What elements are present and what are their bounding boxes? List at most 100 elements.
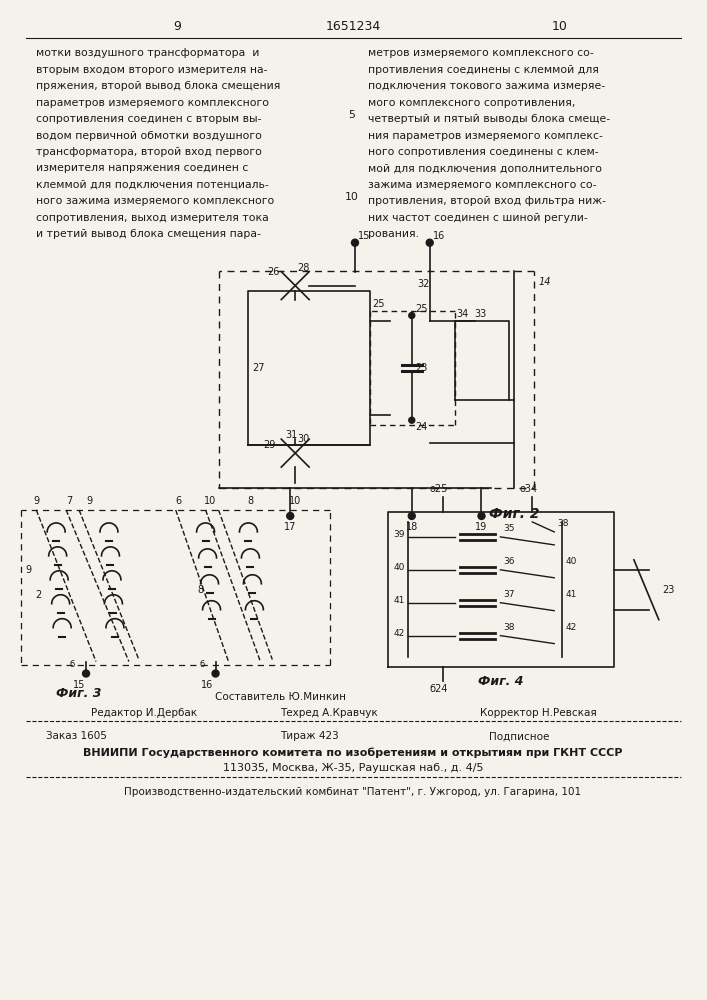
Text: 7: 7 bbox=[66, 496, 72, 506]
Text: мого комплексного сопротивления,: мого комплексного сопротивления, bbox=[368, 98, 575, 108]
Text: 5: 5 bbox=[349, 110, 356, 120]
Text: ного сопротивления соединены с клем-: ного сопротивления соединены с клем- bbox=[368, 147, 599, 157]
Text: 15: 15 bbox=[358, 231, 370, 241]
Text: ВНИИПИ Государственного комитета по изобретениям и открытиям при ГКНТ СССР: ВНИИПИ Государственного комитета по изоб… bbox=[83, 747, 623, 758]
Circle shape bbox=[409, 417, 415, 423]
Text: мотки воздушного трансформатора  и: мотки воздушного трансформатора и bbox=[36, 48, 259, 58]
Text: 2: 2 bbox=[35, 590, 41, 600]
Text: о25: о25 bbox=[429, 484, 448, 494]
Text: Тираж 423: Тираж 423 bbox=[280, 731, 339, 741]
Text: б: б bbox=[200, 660, 205, 669]
Text: водом первичной обмотки воздушного: водом первичной обмотки воздушного bbox=[36, 131, 262, 141]
Text: б24: б24 bbox=[429, 684, 448, 694]
Text: мой для подключения дополнительного: мой для подключения дополнительного bbox=[368, 163, 602, 173]
Text: метров измеряемого комплексного со-: метров измеряемого комплексного со- bbox=[368, 48, 594, 58]
Text: 10: 10 bbox=[289, 496, 301, 506]
Text: 10: 10 bbox=[345, 192, 359, 202]
Text: 1651234: 1651234 bbox=[325, 20, 380, 33]
Text: измерителя напряжения соединен с: измерителя напряжения соединен с bbox=[36, 163, 249, 173]
Text: ного зажима измеряемого комплексного: ного зажима измеряемого комплексного bbox=[36, 196, 274, 206]
Text: Составитель Ю.Минкин: Составитель Ю.Минкин bbox=[215, 692, 346, 702]
Text: 42: 42 bbox=[565, 623, 576, 632]
Text: Техред А.Кравчук: Техред А.Кравчук bbox=[280, 708, 378, 718]
Text: 37: 37 bbox=[503, 590, 515, 599]
Text: сопротивления соединен с вторым вы-: сопротивления соединен с вторым вы- bbox=[36, 114, 262, 124]
Text: рования.: рования. bbox=[368, 229, 419, 239]
Circle shape bbox=[351, 239, 358, 246]
Text: 9: 9 bbox=[173, 20, 180, 33]
Text: Фиг. 2: Фиг. 2 bbox=[489, 507, 540, 521]
Text: 9: 9 bbox=[86, 496, 92, 506]
Text: 35: 35 bbox=[503, 524, 515, 533]
Text: 27: 27 bbox=[252, 363, 265, 373]
Text: 9: 9 bbox=[25, 565, 31, 575]
Text: 41: 41 bbox=[565, 590, 576, 599]
Text: Фиг. 3: Фиг. 3 bbox=[56, 687, 102, 700]
Text: Производственно-издательский комбинат "Патент", г. Ужгород, ул. Гагарина, 101: Производственно-издательский комбинат "П… bbox=[124, 787, 582, 797]
Circle shape bbox=[408, 512, 415, 519]
Text: зажима измеряемого комплексного со-: зажима измеряемого комплексного со- bbox=[368, 180, 597, 190]
Text: 19: 19 bbox=[475, 522, 488, 532]
Text: пряжения, второй вывод блока смещения: пряжения, второй вывод блока смещения bbox=[36, 81, 281, 91]
Circle shape bbox=[478, 512, 485, 519]
Text: 33: 33 bbox=[474, 309, 487, 319]
Text: 16: 16 bbox=[201, 680, 214, 690]
Text: клеммой для подключения потенциаль-: клеммой для подключения потенциаль- bbox=[36, 180, 269, 190]
Text: 23: 23 bbox=[662, 585, 674, 595]
Text: 9: 9 bbox=[33, 496, 40, 506]
Text: 28: 28 bbox=[297, 263, 310, 273]
Text: о34: о34 bbox=[519, 484, 537, 494]
Text: 23: 23 bbox=[415, 363, 427, 373]
Text: 25: 25 bbox=[415, 304, 427, 314]
Text: 31: 31 bbox=[285, 430, 298, 440]
Text: 39: 39 bbox=[393, 530, 405, 539]
Text: 10: 10 bbox=[551, 20, 567, 33]
Text: противления, второй вход фильтра ниж-: противления, второй вход фильтра ниж- bbox=[368, 196, 606, 206]
Text: 40: 40 bbox=[393, 563, 405, 572]
Text: 113035, Москва, Ж-35, Раушская наб., д. 4/5: 113035, Москва, Ж-35, Раушская наб., д. … bbox=[223, 763, 484, 773]
Text: 10: 10 bbox=[204, 496, 216, 506]
Text: 38: 38 bbox=[503, 623, 515, 632]
Text: Подписное: Подписное bbox=[489, 731, 550, 741]
Text: 30: 30 bbox=[297, 434, 310, 444]
Text: параметров измеряемого комплексного: параметров измеряемого комплексного bbox=[36, 98, 269, 108]
Text: вторым входом второго измерителя на-: вторым входом второго измерителя на- bbox=[36, 65, 268, 75]
Circle shape bbox=[287, 512, 293, 519]
Text: 18: 18 bbox=[406, 522, 418, 532]
Text: трансформатора, второй вход первого: трансформатора, второй вход первого bbox=[36, 147, 262, 157]
Text: ния параметров измеряемого комплекс-: ния параметров измеряемого комплекс- bbox=[368, 131, 603, 141]
Text: 34: 34 bbox=[457, 309, 469, 319]
Text: 8: 8 bbox=[247, 496, 254, 506]
Text: противления соединены с клеммой для: противления соединены с клеммой для bbox=[368, 65, 599, 75]
Text: 38: 38 bbox=[557, 519, 568, 528]
Text: 6: 6 bbox=[175, 496, 182, 506]
Text: 41: 41 bbox=[393, 596, 405, 605]
Text: Редактор И.Дербак: Редактор И.Дербак bbox=[91, 708, 197, 718]
Text: Заказ 1605: Заказ 1605 bbox=[46, 731, 107, 741]
Text: подключения токового зажима измеряе-: подключения токового зажима измеряе- bbox=[368, 81, 605, 91]
Text: 29: 29 bbox=[263, 440, 276, 450]
Text: 32: 32 bbox=[418, 279, 430, 289]
Text: 15: 15 bbox=[73, 680, 86, 690]
Circle shape bbox=[426, 239, 433, 246]
Text: 8: 8 bbox=[197, 585, 204, 595]
Text: 42: 42 bbox=[394, 629, 405, 638]
Circle shape bbox=[83, 670, 90, 677]
Text: 25: 25 bbox=[372, 299, 385, 309]
Text: и третий вывод блока смещения пара-: и третий вывод блока смещения пара- bbox=[36, 229, 261, 239]
Text: 14: 14 bbox=[538, 277, 551, 287]
Text: сопротивления, выход измерителя тока: сопротивления, выход измерителя тока bbox=[36, 213, 269, 223]
Text: Корректор Н.Ревская: Корректор Н.Ревская bbox=[479, 708, 596, 718]
Text: 36: 36 bbox=[503, 557, 515, 566]
Text: 17: 17 bbox=[284, 522, 296, 532]
Text: Фиг. 4: Фиг. 4 bbox=[478, 675, 523, 688]
Text: четвертый и пятый выводы блока смеще-: четвертый и пятый выводы блока смеще- bbox=[368, 114, 610, 124]
Text: 40: 40 bbox=[565, 557, 576, 566]
Text: 24: 24 bbox=[415, 422, 427, 432]
Text: них частот соединен с шиной регули-: них частот соединен с шиной регули- bbox=[368, 213, 588, 223]
Text: 26: 26 bbox=[267, 267, 280, 277]
Circle shape bbox=[212, 670, 219, 677]
Circle shape bbox=[409, 313, 415, 319]
Text: б: б bbox=[69, 660, 75, 669]
Text: 16: 16 bbox=[433, 231, 445, 241]
